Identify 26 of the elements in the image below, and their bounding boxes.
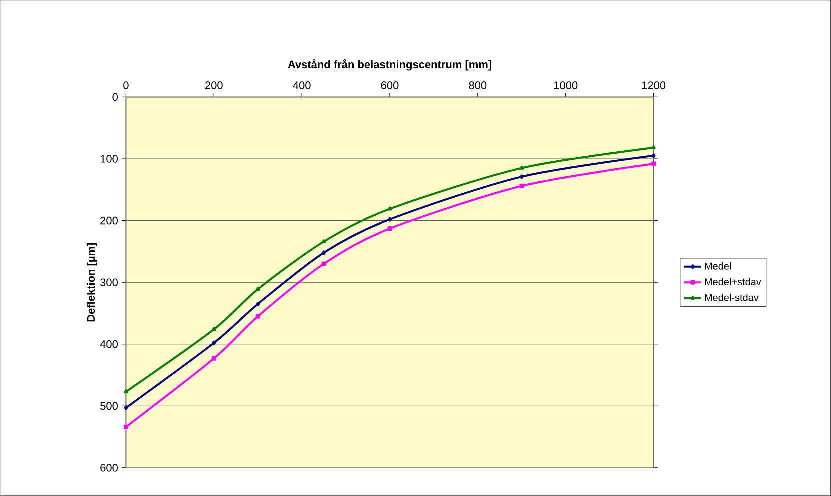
- y-tick-label: 500: [100, 402, 118, 410]
- x-tick-label: 1200: [642, 82, 666, 90]
- legend-label: Medel+stdav: [705, 278, 762, 286]
- y-tick-label: 0: [112, 93, 118, 102]
- x-tick-label: 200: [206, 82, 223, 90]
- x-tick-label: 800: [469, 82, 487, 90]
- x-tick-label: 0: [124, 82, 129, 90]
- legend-label: Medel-stdav: [705, 294, 759, 302]
- y-tick-label: 400: [100, 340, 118, 348]
- y-axis-title: Deflektion [µm]: [86, 243, 98, 322]
- y-tick-label: 100: [100, 155, 118, 163]
- x-axis-title: Avstånd från belastningscentrum [mm]: [288, 59, 492, 71]
- y-tick-label: 200: [100, 216, 118, 225]
- point: [388, 226, 392, 232]
- y-tick-label: 300: [100, 278, 118, 286]
- x-tick-label: 400: [293, 82, 311, 90]
- point: [652, 162, 656, 166]
- x-tick-label: 1000: [554, 82, 578, 90]
- point: [322, 262, 326, 266]
- point: [124, 424, 129, 430]
- point: [212, 356, 216, 361]
- y-tick-label: 600: [100, 464, 118, 472]
- x-tick-label: 600: [381, 82, 399, 90]
- legend-label: Medel: [705, 262, 732, 270]
- point: [256, 314, 260, 319]
- point: [520, 184, 524, 188]
